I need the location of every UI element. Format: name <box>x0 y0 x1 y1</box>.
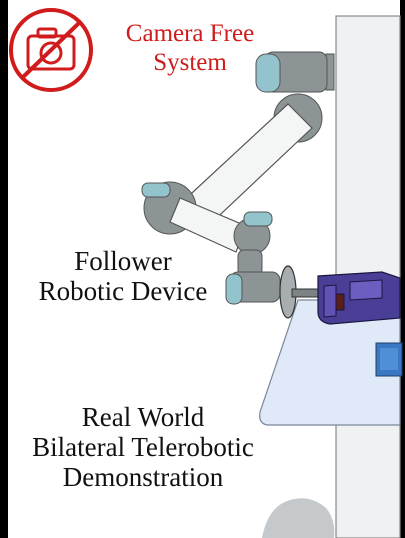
no-camera-icon <box>9 8 93 92</box>
gripper-tool <box>317 271 401 325</box>
follower-line2: Robotic Device <box>38 276 208 307</box>
follower-label: Follower Robotic Device <box>12 246 234 306</box>
demo-line2: Bilateral Telerobotic <box>32 432 254 463</box>
follower-line1: Follower <box>74 246 172 276</box>
table-surface <box>259 299 401 426</box>
blue-cube <box>375 342 403 377</box>
operator-silhouette <box>262 498 335 538</box>
left-border <box>0 0 8 538</box>
demo-line1: Real World <box>81 402 205 432</box>
demo-line3: Demonstration <box>62 462 224 493</box>
follower-robot-arm <box>141 51 335 319</box>
right-border <box>400 0 405 538</box>
camera-free-line2: System <box>153 48 227 76</box>
camera-free-line1: Camera Free <box>125 20 255 47</box>
demonstration-label: Real World Bilateral Telerobotic Demonst… <box>8 402 278 493</box>
camera-free-label: Camera Free System <box>100 20 280 78</box>
